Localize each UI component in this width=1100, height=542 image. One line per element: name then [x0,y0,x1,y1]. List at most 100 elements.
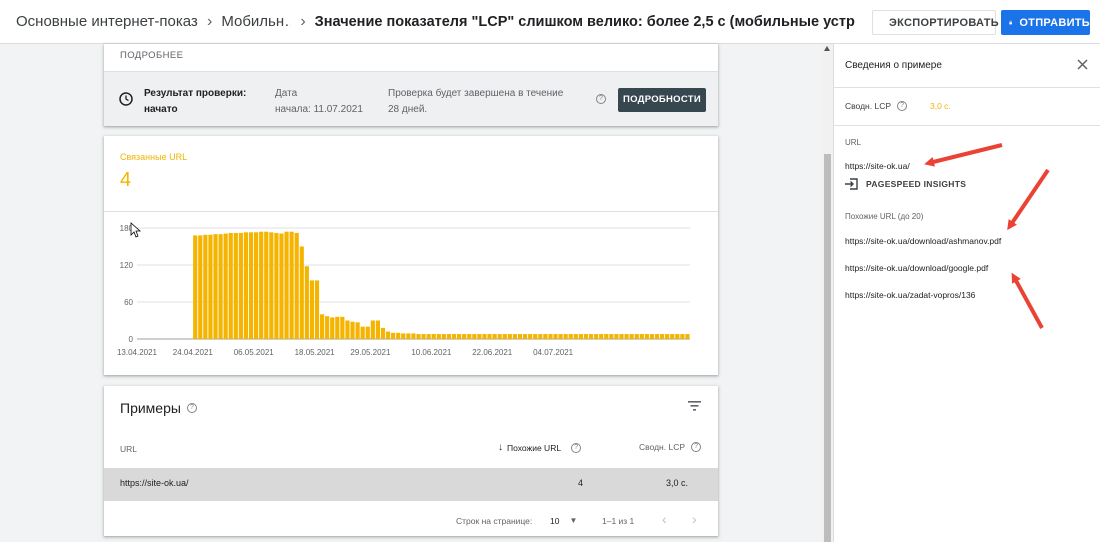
chart-bar [254,232,259,339]
chart-bar [558,334,563,339]
related-urls-card: Связанные URL 4 180 120 60 0 13.04.2021 24.04… [104,136,718,375]
chart-bar [502,334,507,339]
chart-bar [345,320,350,339]
chart-bar [259,231,264,339]
chart-bar [594,334,599,339]
chart-bar [649,334,655,339]
chart-bar [487,334,492,339]
chart-bar [319,314,325,339]
chart-bar [416,334,421,339]
scrollbar-thumb[interactable] [824,154,831,542]
x-tick-label: 04.07.2021 [533,348,574,357]
chart-bar [370,320,375,339]
y-tick-label: 120 [120,261,134,270]
chart-bar [553,334,558,339]
export-button[interactable]: ЭКСПОРТИРОВАТЬ [872,10,999,35]
help-icon[interactable]: ? [897,101,908,111]
chart-bar [203,234,208,339]
scrollbar[interactable] [822,44,833,542]
chart-bar [380,327,386,339]
column-header-similar[interactable]: ↓ Похожие URL ? [498,442,582,453]
x-tick-label: 29.05.2021 [350,348,391,357]
column-header-lcp-label: Сводн. LCP [639,442,686,452]
table-row[interactable]: https://site-ok.ua/ 4 3,0 с. [104,468,718,501]
validation-note-line2: 28 дней. [388,104,428,115]
filter-icon[interactable] [688,401,701,411]
chart-bar [406,333,411,339]
chart-bar [269,232,274,339]
chart-bar [563,334,568,339]
chart-bar [284,231,289,339]
chart-bar [665,334,670,339]
chevron-left-icon[interactable]: ‹ [662,511,667,527]
page-title: Значение показателя "LCP" слишком велико… [314,13,855,30]
table-cell-url: https://site-ok.ua/ [120,478,189,488]
validation-status-row: Результат проверки: начато Дата начала: … [104,72,718,126]
column-header-lcp[interactable]: Сводн. LCP ? [639,442,702,452]
chart-bar [685,334,690,339]
mouse-cursor-icon [130,222,142,238]
chart-bar [436,334,441,339]
validation-card: ПОДРОБНЕЕ Результат проверки: начато Дат… [104,44,718,126]
chart-bar [588,334,594,339]
pagespeed-insights-link[interactable]: PAGESPEED INSIGHTS [845,178,966,190]
x-tick-label: 22.06.2021 [472,348,513,357]
chart-bar [512,334,518,339]
help-icon[interactable]: ? [187,403,197,413]
chevron-right-icon: › [300,12,306,30]
column-header-url[interactable]: URL [120,444,138,454]
close-icon[interactable] [1077,59,1088,70]
rows-per-page-label: Строк на странице: [456,516,533,526]
chart-bar [660,334,665,339]
export-button-label: ЭКСПОРТИРОВАТЬ [889,16,999,29]
chart-bar [599,334,604,339]
chart-bar [228,232,233,339]
chart-bar [314,280,320,339]
breadcrumb-item-mobile[interactable]: Мобильн… [221,13,291,30]
related-urls-label: Связанные URL [120,152,188,162]
lock-icon [1009,20,1013,25]
pagination-range: 1–1 из 1 [602,516,635,526]
chart-bar [446,334,452,339]
help-icon[interactable]: ? [571,442,582,453]
details-button[interactable]: ПОДРОБНОСТИ [618,88,706,112]
scroll-up-arrow-icon[interactable] [824,46,830,51]
x-tick-label: 18.05.2021 [295,348,336,357]
rows-per-page-select[interactable]: 10 ▼ [550,516,577,526]
panel-url-value[interactable]: https://site-ok.ua/ [845,161,910,171]
chart-bar [426,334,431,339]
chart-bar [218,234,223,339]
chart-bar [675,334,680,339]
chart-bar [477,334,482,339]
similar-url-item[interactable]: https://site-ok.ua/download/google.pdf [845,263,989,273]
annotation-arrow [1007,168,1050,231]
send-button[interactable]: ОТПРАВИТЬ [1001,10,1090,35]
validation-date: Дата начала: 11.07.2021 [275,86,363,118]
chart-bar [619,334,624,339]
chevron-right-icon[interactable]: › [692,511,697,527]
similar-url-item[interactable]: https://site-ok.ua/download/ashmanov.pdf [845,236,1002,246]
chart-bar [309,280,315,339]
details-header[interactable]: ПОДРОБНЕЕ [104,44,718,72]
breadcrumb-item-core-web-vitals[interactable]: Основные интернет-показа… [16,13,198,30]
examples-card: Примеры ? URL ↓ Похожие URL ? Сводн. LCP… [104,386,718,536]
divider [834,87,1100,88]
similar-urls-label: Похожие URL (до 20) [845,212,924,221]
chart-bar [335,316,340,339]
validation-note-line1: Проверка будет завершена в течение [388,88,564,99]
validation-date-value: начала: 11.07.2021 [275,104,363,115]
chart-bar [609,334,614,339]
chart-bar [198,235,203,339]
help-icon[interactable]: ? [691,442,702,452]
similar-url-item[interactable]: https://site-ok.ua/zadat-vopros/136 [845,290,976,300]
table-cell-similar: 4 [578,478,584,488]
chart-bar [467,334,472,339]
x-tick-label: 10.06.2021 [411,348,452,357]
help-icon[interactable]: ? [596,94,606,104]
validation-date-label: Дата [275,88,298,99]
chart-bar [401,333,406,339]
panel-url-label: URL [845,138,862,147]
chart-bar [431,334,436,339]
related-urls-count: 4 [120,169,132,191]
chart-bar [365,326,370,339]
